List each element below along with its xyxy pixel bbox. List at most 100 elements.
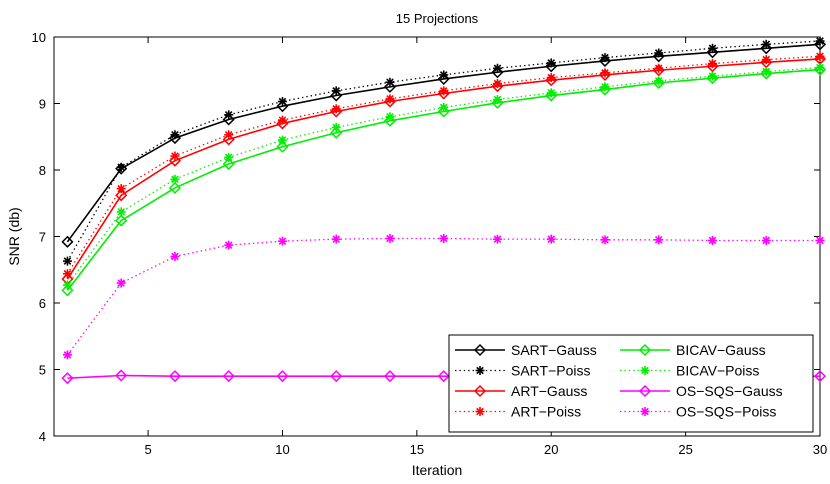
asterisk-stroke [332,123,341,132]
data-point [707,71,717,81]
legend-label: BICAV−Poiss [676,363,759,379]
asterisk-stroke [278,237,287,245]
data-point [761,55,771,65]
data-point [115,189,128,202]
data-point [62,280,72,290]
data-point [652,50,665,63]
legend-item-sart-poiss: SART−Poiss [455,363,591,379]
legend: SART−Gauss SART−Poiss ART−Gauss ART−Poiss BI… [448,334,814,433]
data-point [62,350,72,360]
data-point [654,48,664,58]
data-point [707,43,717,53]
asterisk-stroke [654,49,663,57]
asterisk-stroke [654,64,663,73]
data-point [277,115,287,125]
data-point [276,140,289,153]
asterisk-stroke [386,112,394,121]
asterisk-stroke [439,103,448,112]
data-point [813,38,827,51]
y-tick-label: 9 [39,97,46,112]
data-point [277,135,287,145]
asterisk-stroke [439,71,448,79]
data-point [224,240,234,250]
data-point [761,67,771,77]
asterisk-stroke [547,235,556,243]
asterisk-stroke [708,59,717,68]
legend-item-bicav-poiss: BICAV−Poiss [620,363,759,379]
asterisk-stroke [762,40,771,49]
asterisk-stroke [63,257,72,265]
y-tick-label: 6 [39,296,46,311]
data-point [600,82,610,92]
data-point [277,97,287,107]
legend-label: ART−Gauss [511,383,587,399]
x-tick-label: 20 [544,442,558,457]
asterisk-stroke [439,87,448,95]
data-point [815,63,825,73]
x-tick-label: 5 [144,442,151,457]
legend-marker [473,343,487,357]
data-point [61,235,74,248]
data-point [815,51,825,61]
data-point [331,86,341,96]
data-point [707,235,717,245]
asterisk-stroke [476,407,484,416]
asterisk-stroke [493,79,502,88]
asterisk-stroke [708,236,717,245]
legend-item-os-sqs-gauss: OS−SQS−Gauss [620,383,783,399]
data-point [707,59,717,69]
asterisk-stroke [63,281,72,289]
data-point [439,102,449,112]
asterisk-stroke [654,77,663,85]
data-point [815,235,825,245]
asterisk-stroke [708,72,717,81]
asterisk-stroke [547,89,556,97]
asterisk-stroke [547,59,556,67]
data-point [598,54,612,68]
asterisk-stroke [224,110,233,119]
asterisk-stroke [493,235,502,243]
data-point [385,112,395,122]
data-point [170,174,180,184]
data-point [492,234,502,244]
data-point [330,370,343,383]
data-point [600,68,610,78]
series-line-bicav-poiss [66,66,821,286]
data-point [492,79,502,89]
data-point [813,370,827,383]
data-point [168,181,182,195]
asterisk-stroke [278,97,287,106]
asterisk-stroke [224,153,233,162]
y-tick-label: 4 [39,429,46,444]
data-point [224,130,234,140]
asterisk-stroke [332,105,341,113]
asterisk-stroke [439,234,448,243]
data-point [439,86,449,96]
asterisk-stroke [547,73,556,82]
legend-marker [475,407,485,416]
data-point [224,110,234,120]
data-point [331,104,341,114]
data-point [331,122,341,132]
asterisk-stroke [601,236,609,244]
x-tick-label: 15 [410,442,424,457]
asterisk-stroke [601,53,609,62]
data-point [546,73,556,83]
data-point [546,88,556,98]
asterisk-stroke [278,116,287,124]
series-line-os-sqs-poiss [66,237,820,356]
data-point [761,39,771,49]
data-point [115,369,128,382]
legend-item-art-poiss: ART−Poiss [455,404,581,420]
data-point [168,370,182,383]
data-point [330,126,343,139]
data-point [170,251,180,261]
asterisk-stroke [493,64,502,73]
data-point [437,87,450,100]
asterisk-stroke [601,69,609,77]
data-point [116,162,126,172]
data-point [116,278,126,288]
asterisk-stroke [224,130,233,139]
asterisk-stroke [386,234,394,243]
legend-item-sart-gauss: SART−Gauss [455,342,597,358]
